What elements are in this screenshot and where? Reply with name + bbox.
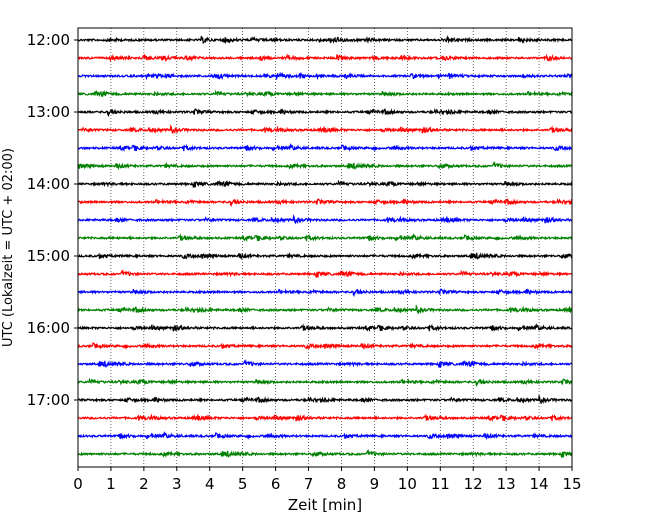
y-tick-label: 14:00: [27, 175, 70, 193]
y-tick-label: 17:00: [27, 391, 70, 409]
y-tick-label: 15:00: [27, 247, 70, 265]
x-tick-label: 7: [304, 475, 314, 493]
seismic-traces: [77, 34, 573, 459]
y-tick-label: 12:00: [27, 31, 70, 49]
x-tick-label: 11: [431, 475, 450, 493]
trace-1600: [77, 322, 573, 333]
axis-ticks: 0 1 2 3 4 5 6 7 8 9 10 11 12 13 14 1512:0013:0014:0015:…: [27, 31, 582, 493]
x-axis-label: Zeit [min]: [288, 496, 362, 514]
y-tick-label: 16:00: [27, 319, 70, 337]
trace-1745: [77, 448, 573, 459]
trace-1215: [77, 53, 573, 63]
trace-1445: [77, 232, 573, 243]
trace-1245: [77, 89, 573, 98]
trace-1200: [77, 34, 573, 45]
y-axis-label: UTC (Lokalzeit = UTC + 02:00): [1, 148, 16, 347]
x-tick-label: 14: [530, 475, 549, 493]
trace-1615: [77, 341, 573, 351]
trace-1230: [77, 71, 573, 81]
trace-1715: [77, 413, 573, 423]
x-tick-label: 12: [464, 475, 483, 493]
trace-1530: [77, 288, 573, 298]
plot-area-frame: [77, 27, 573, 468]
y-tick-label: 13:00: [27, 103, 70, 121]
trace-1300: [77, 108, 573, 118]
x-tick-label: 8: [337, 475, 347, 493]
x-tick-label: 9: [370, 475, 380, 493]
x-tick-label: 13: [497, 475, 516, 493]
trace-1345: [77, 160, 573, 171]
trace-1430: [77, 214, 573, 225]
trace-1700: [77, 394, 573, 405]
trace-1645: [77, 377, 573, 388]
trace-1330: [77, 142, 573, 153]
x-tick-label: 0: [73, 475, 83, 493]
x-tick-label: 1: [106, 475, 116, 493]
x-tick-label: 3: [172, 475, 182, 493]
x-tick-label: 6: [271, 475, 281, 493]
trace-1730: [77, 430, 573, 441]
x-tick-label: 2: [139, 475, 149, 493]
trace-1400: [77, 179, 573, 188]
trace-1315: [77, 124, 573, 135]
trace-1415: [77, 198, 573, 208]
x-tick-label: 10: [398, 475, 417, 493]
grid-lines: [110, 28, 540, 467]
x-tick-label: 4: [205, 475, 215, 493]
x-tick-label: 15: [562, 475, 581, 493]
trace-1515: [77, 268, 573, 278]
trace-1545: [77, 304, 573, 315]
trace-1500: [77, 251, 573, 261]
trace-1630: [77, 358, 573, 368]
x-tick-label: 5: [238, 475, 248, 493]
